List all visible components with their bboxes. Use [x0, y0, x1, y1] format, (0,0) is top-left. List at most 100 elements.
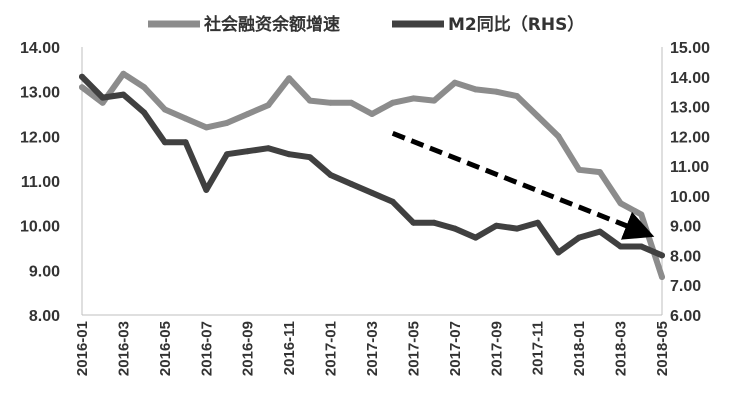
series-2-point: [472, 234, 479, 241]
series-1-point: [493, 88, 500, 95]
series-1-point: [617, 200, 624, 207]
series-2-point: [141, 109, 148, 116]
left-tick-label: 12.00: [20, 129, 60, 146]
annotation-layer: [391, 131, 655, 240]
series-2-point: [348, 181, 355, 187]
series-1-point: [596, 169, 603, 176]
x-tick-label: 2018-03: [613, 321, 630, 376]
series-2-point: [79, 73, 85, 80]
x-axis-ticks: 2016-01 2016-03 2016-05 2016-07 2016-09 2016-…: [74, 321, 671, 376]
x-tick-label: 2017-11: [530, 321, 547, 375]
series-1-point: [638, 211, 645, 218]
series-layer: [79, 70, 665, 280]
series-2-point: [596, 228, 603, 235]
left-tick-label: 13.00: [20, 85, 60, 102]
left-tick-label: 10.00: [20, 219, 60, 236]
series-1-point: [99, 99, 106, 106]
series-2-point: [265, 145, 272, 152]
series-2-point: [244, 148, 251, 155]
series-2-point: [203, 186, 210, 193]
x-tick-label: 2016-07: [198, 321, 215, 376]
series-1-point: [389, 99, 396, 106]
series-1-point: [286, 75, 293, 82]
series-1-point: [203, 124, 210, 131]
left-tick-label: 8.00: [29, 308, 60, 325]
series-2-point: [555, 249, 562, 256]
series-1-point: [224, 119, 230, 126]
series-1-point: [182, 115, 189, 122]
series-2-point: [514, 225, 520, 232]
right-axis-ticks: 6.00 7.00 8.00 9.00 10.00 11.00 12.00 13.00 14.0…: [670, 40, 710, 325]
series-1-point: [659, 274, 665, 280]
right-tick-label: 8.00: [670, 248, 701, 265]
series-2-point: [638, 243, 645, 250]
right-tick-label: 12.00: [670, 129, 710, 146]
series-1-point: [514, 93, 520, 100]
legend-label-series-2: M2同比（RHS）: [448, 14, 584, 35]
x-tick-label: 2016-05: [157, 321, 174, 376]
series-1-point: [348, 99, 355, 106]
series-2-point: [534, 219, 541, 226]
series-2-point: [224, 151, 230, 158]
x-tick-label: 2016-11: [281, 321, 298, 375]
series-2-point: [286, 151, 293, 158]
plot-area: [81, 47, 663, 316]
left-tick-label: 9.00: [29, 263, 60, 280]
series-1-point: [161, 106, 168, 113]
legend-label-series-1: 社会融资余额增速: [203, 14, 340, 35]
series-2-point: [576, 234, 583, 241]
series-1-point: [369, 111, 375, 117]
x-tick-label: 2017-01: [323, 321, 340, 376]
trend-arrow: [391, 131, 655, 240]
series-1-point: [306, 97, 313, 104]
right-tick-label: 6.00: [670, 308, 701, 325]
series-2-point: [617, 243, 624, 250]
series-1-point: [431, 97, 438, 104]
x-tick-label: 2018-01: [571, 321, 588, 376]
series-2-point: [306, 154, 313, 161]
series-2-point: [493, 222, 500, 229]
series-2-point: [659, 252, 665, 259]
left-tick-label: 14.00: [20, 40, 60, 57]
x-tick-label: 2017-09: [488, 321, 505, 376]
right-tick-label: 11.00: [670, 159, 709, 176]
series-1-point: [451, 79, 458, 86]
series-line-1: [79, 70, 665, 280]
right-tick-label: 10.00: [670, 189, 710, 206]
series-2-point: [99, 94, 106, 101]
right-tick-label: 9.00: [670, 219, 701, 236]
series-1-point: [472, 86, 479, 93]
series-2-point: [161, 139, 168, 146]
series-1-point: [120, 70, 127, 77]
left-tick-label: 11.00: [21, 174, 60, 191]
x-tick-label: 2017-05: [405, 321, 422, 376]
series-1-point: [555, 133, 562, 140]
series-2-point: [182, 139, 189, 146]
series-1-point: [327, 99, 334, 106]
x-tick-label: 2017-03: [364, 321, 381, 376]
series-1-point: [534, 113, 541, 120]
series-1-point: [265, 102, 272, 109]
series-2-point: [451, 225, 458, 232]
series-1-point: [79, 84, 85, 91]
series-2-point: [431, 219, 438, 226]
series-2-point: [369, 189, 375, 196]
series-2-point: [327, 172, 334, 178]
legend: 社会融资余额增速 M2同比（RHS）: [148, 14, 584, 35]
series-1-point: [410, 95, 417, 102]
x-tick-label: 2016-01: [74, 321, 91, 376]
x-tick-label: 2016-09: [240, 321, 257, 376]
series-2-point: [389, 198, 396, 205]
x-tick-label: 2018-05: [654, 321, 671, 376]
series-1-point: [141, 84, 148, 91]
series-1-point: [576, 166, 583, 173]
series-2-point: [120, 91, 127, 98]
right-tick-label: 13.00: [670, 100, 710, 117]
series-1-point: [244, 111, 251, 117]
left-axis-ticks: 8.00 9.00 10.00 11.00 12.00 13.00 14.00: [20, 40, 60, 325]
x-tick-label: 2017-07: [447, 321, 464, 376]
x-tick-label: 2016-03: [115, 321, 132, 376]
right-tick-label: 15.00: [670, 40, 710, 57]
series-2-point: [410, 219, 417, 226]
